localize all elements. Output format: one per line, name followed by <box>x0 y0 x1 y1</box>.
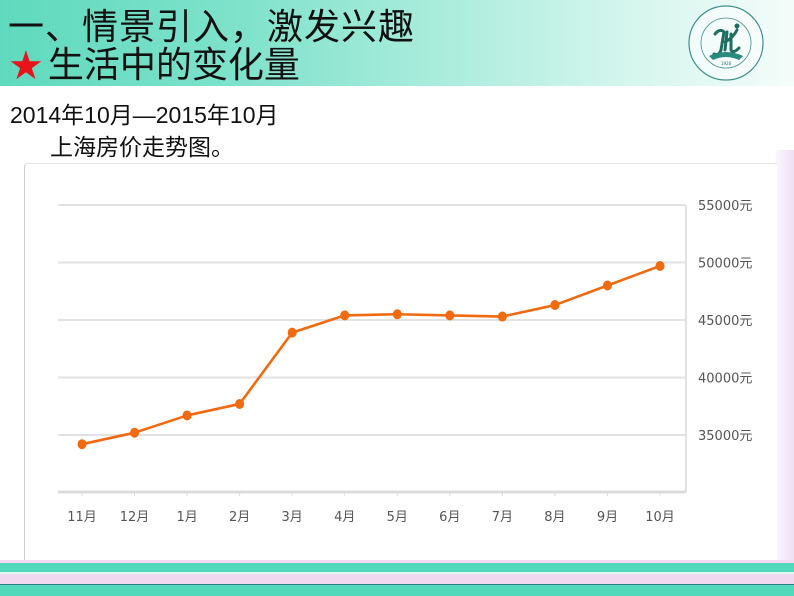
data-point <box>392 309 402 320</box>
data-points <box>77 260 665 450</box>
data-point <box>77 439 87 450</box>
gridlines <box>58 204 687 494</box>
section-title: 一、情景引入，激发兴趣 <box>8 7 416 48</box>
x-tick-label: 10月 <box>645 510 675 525</box>
slide-header: 一、情景引入，激发兴趣 ★ 生活中的变化量 1928 <box>0 0 794 86</box>
y-tick-label: 55000元 <box>698 199 752 214</box>
x-tick-label: 3月 <box>282 510 303 525</box>
data-point <box>287 327 297 338</box>
x-tick-label: 12月 <box>120 510 150 525</box>
school-logo-icon: 1928 <box>688 5 764 81</box>
footer-divider <box>0 584 794 585</box>
x-tick-label: 11月 <box>67 510 97 525</box>
data-point <box>655 260 665 271</box>
x-tick-label: 4月 <box>334 510 355 525</box>
x-tick-label: 5月 <box>387 510 408 525</box>
decorative-strip <box>776 150 794 560</box>
y-axis-labels: 35000元 40000元 45000元 50000元 55000元 <box>698 199 752 444</box>
footer-band <box>0 563 794 572</box>
y-tick-label: 50000元 <box>698 257 752 272</box>
svg-text:1928: 1928 <box>721 61 732 66</box>
data-point <box>340 310 350 321</box>
y-tick-label: 35000元 <box>698 429 752 444</box>
x-tick-label: 9月 <box>597 510 618 525</box>
x-tick-label: 1月 <box>176 510 197 525</box>
line-chart: 35000元 40000元 45000元 50000元 55000元 11月 12月 1月 2… <box>58 199 752 525</box>
footer-band <box>0 572 794 574</box>
x-tick-label: 7月 <box>492 510 513 525</box>
x-axis-labels: 11月 12月 1月 2月 3月 4月 5月 6月 7月 8月 9月 10月 <box>67 492 675 525</box>
data-point <box>550 300 560 311</box>
price-line <box>81 264 661 446</box>
subtitle-text: 生活中的变化量 <box>47 45 300 86</box>
footer-band <box>0 585 794 596</box>
footer-band <box>0 560 794 563</box>
data-point <box>497 311 507 322</box>
chart-frame <box>24 163 777 560</box>
data-point <box>235 398 245 409</box>
x-tick-label: 8月 <box>544 510 565 525</box>
x-tick-label: 6月 <box>439 510 460 525</box>
date-range: 2014年10月—2015年10月 <box>10 102 279 128</box>
data-point <box>445 310 455 321</box>
chart-caption: 上海房价走势图。 <box>50 135 234 161</box>
x-tick-label: 2月 <box>229 510 250 525</box>
y-tick-label: 40000元 <box>698 372 752 387</box>
data-point <box>130 427 140 438</box>
data-point <box>602 280 612 291</box>
footer-band <box>0 574 794 584</box>
y-tick-label: 45000元 <box>698 314 752 329</box>
section-subtitle: ★ 生活中的变化量 <box>8 43 300 89</box>
star-icon: ★ <box>8 43 44 89</box>
data-point <box>182 410 192 421</box>
